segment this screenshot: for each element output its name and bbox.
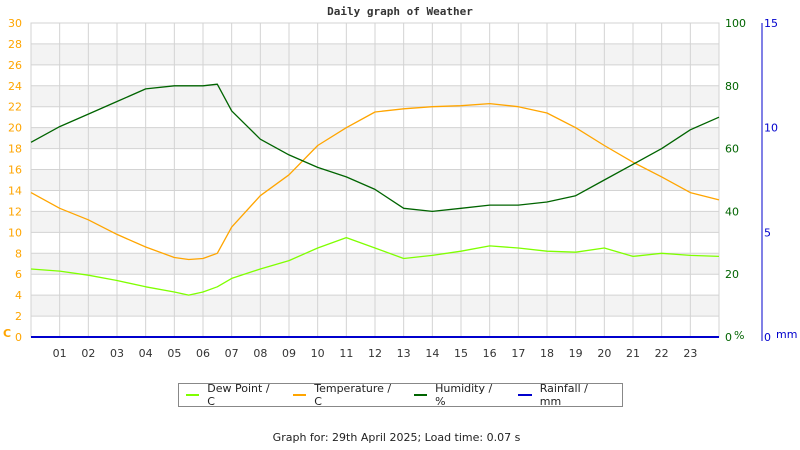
legend-label: Humidity / %: [435, 382, 493, 408]
svg-text:09: 09: [282, 347, 296, 360]
svg-text:60: 60: [725, 143, 739, 156]
svg-text:%: %: [734, 329, 744, 342]
legend-item-temperature[interactable]: Temperature / C: [290, 382, 398, 408]
svg-text:02: 02: [81, 347, 95, 360]
svg-text:0: 0: [15, 331, 22, 344]
svg-text:19: 19: [569, 347, 583, 360]
svg-text:5: 5: [764, 226, 771, 239]
temperature-c-line: [30, 102, 720, 261]
svg-text:C: C: [3, 327, 11, 340]
svg-text:4: 4: [15, 289, 22, 302]
svg-text:10: 10: [311, 347, 325, 360]
svg-text:15: 15: [764, 17, 778, 30]
legend-label: Dew Point / C: [207, 382, 270, 408]
svg-text:0: 0: [764, 331, 771, 344]
svg-text:12: 12: [8, 205, 22, 218]
temperature-swatch-icon: [292, 394, 307, 396]
legend-item-rainfall[interactable]: Rainfall / mm: [515, 382, 609, 408]
rain-axis-rainfall: 0 5 10 15 mm: [761, 17, 797, 344]
svg-text:20: 20: [8, 122, 22, 135]
legend-label: Rainfall / mm: [539, 382, 588, 408]
svg-text:18: 18: [8, 143, 22, 156]
svg-text:28: 28: [8, 38, 22, 51]
x-axis-hours: 01 02 03 04 05 06 07 08 09 10 11 12 13 14 15 16 17 18 19 20…: [53, 347, 698, 360]
svg-text:13: 13: [397, 347, 411, 360]
svg-text:6: 6: [15, 268, 22, 281]
svg-text:01: 01: [53, 347, 67, 360]
svg-text:17: 17: [511, 347, 525, 360]
svg-text:22: 22: [8, 101, 22, 114]
svg-text:8: 8: [15, 247, 22, 260]
humidity-swatch-icon: [413, 394, 428, 396]
rainfall-swatch-icon: [518, 394, 532, 396]
svg-text:14: 14: [8, 184, 22, 197]
legend-item-dew-point[interactable]: Dew Point / C: [183, 382, 277, 408]
svg-text:05: 05: [167, 347, 181, 360]
svg-text:07: 07: [225, 347, 239, 360]
svg-text:03: 03: [110, 347, 124, 360]
svg-text:12: 12: [368, 347, 382, 360]
dew-point-c-line: [30, 236, 720, 296]
svg-text:20: 20: [725, 268, 739, 281]
svg-text:04: 04: [139, 347, 153, 360]
svg-text:21: 21: [626, 347, 640, 360]
graph-footer: Graph for: 29th April 2025; Load time: 0…: [272, 431, 521, 444]
svg-text:80: 80: [725, 80, 739, 93]
svg-text:mm: mm: [776, 328, 797, 341]
svg-text:10: 10: [8, 226, 22, 239]
legend-label: Temperature / C: [314, 382, 392, 408]
svg-text:18: 18: [540, 347, 554, 360]
svg-text:20: 20: [597, 347, 611, 360]
svg-text:23: 23: [683, 347, 697, 360]
svg-text:08: 08: [253, 347, 267, 360]
chart-title: Daily graph of Weather: [327, 5, 473, 18]
humidity-line: [30, 83, 720, 213]
svg-text:15: 15: [454, 347, 468, 360]
svg-text:0: 0: [725, 331, 732, 344]
svg-text:24: 24: [8, 80, 22, 93]
svg-text:100: 100: [725, 17, 746, 30]
svg-text:16: 16: [8, 164, 22, 177]
svg-text:22: 22: [655, 347, 669, 360]
legend-item-humidity[interactable]: Humidity / %: [411, 382, 503, 408]
data-series: [30, 83, 720, 338]
dew-point-swatch-icon: [186, 394, 200, 396]
svg-text:14: 14: [425, 347, 439, 360]
svg-text:06: 06: [196, 347, 210, 360]
right-axis-humidity: 0 20 40 60 80 100%: [725, 17, 746, 344]
svg-text:26: 26: [8, 59, 22, 72]
svg-text:30: 30: [8, 17, 22, 30]
svg-text:40: 40: [725, 205, 739, 218]
svg-text:16: 16: [483, 347, 497, 360]
legend: Dew Point / C Temperature / C Humidity /…: [178, 382, 623, 408]
svg-text:2: 2: [15, 310, 22, 323]
svg-text:10: 10: [764, 122, 778, 135]
svg-text:11: 11: [339, 347, 353, 360]
